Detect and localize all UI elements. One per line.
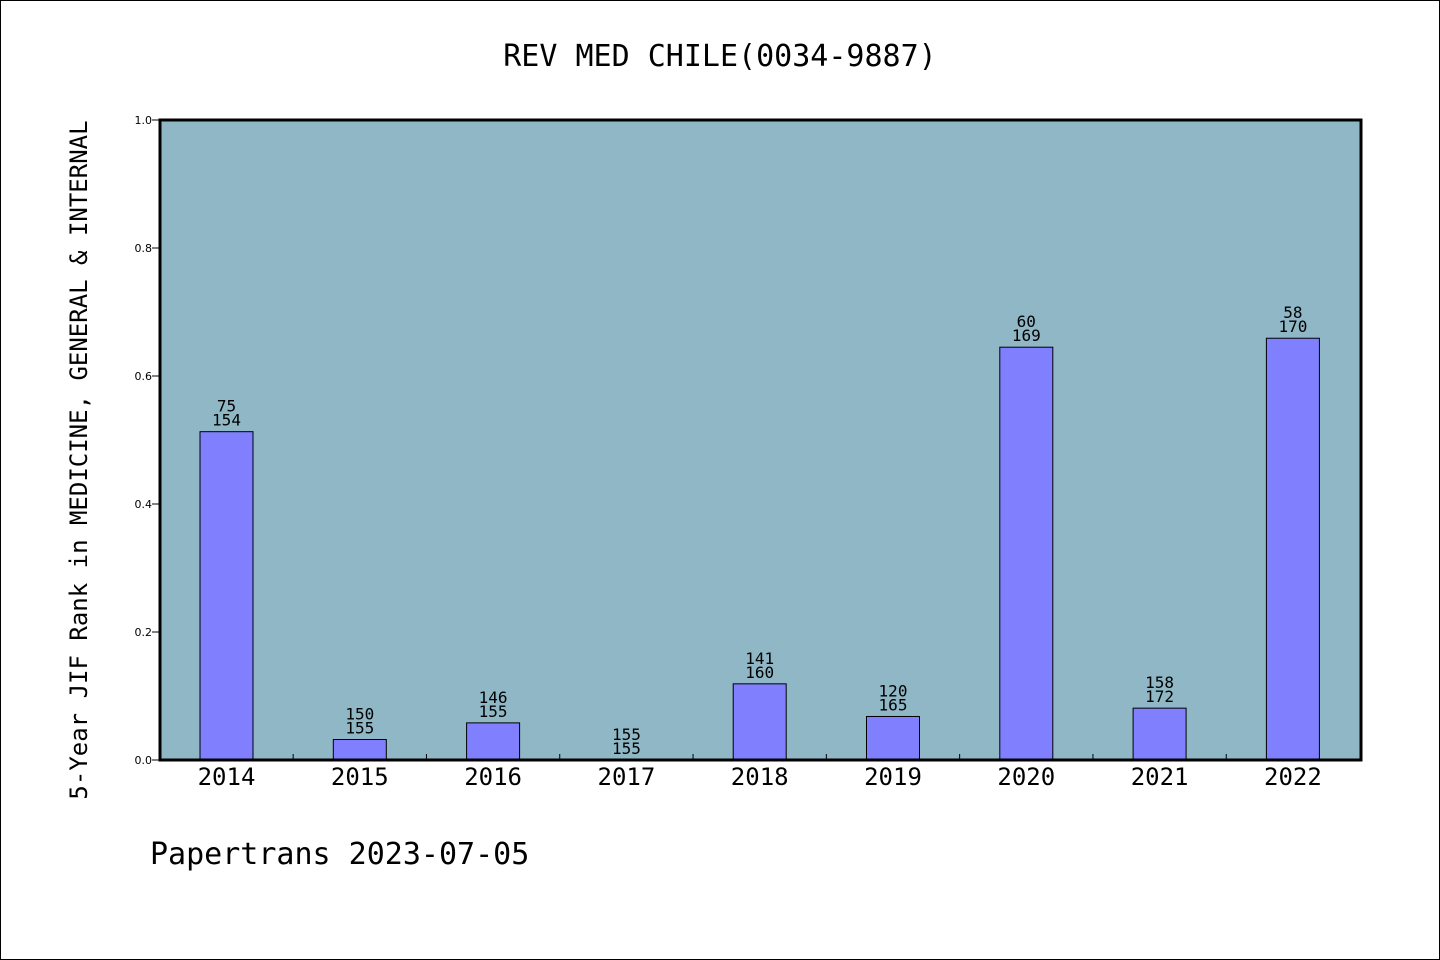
bar-rank-label: 58 [1283,303,1302,322]
bar-2020 [999,346,1054,761]
bar-rank-label: 150 [345,705,374,724]
bar-2015 [332,739,387,761]
bar-total-label: 154 [212,411,241,430]
bar-2018 [732,683,787,761]
y-tick-label: 0.2 [135,626,153,639]
bar-total-label: 169 [1012,326,1041,345]
bar-rank-label: 158 [1145,673,1174,692]
bar-total-label: 155 [612,739,641,758]
bar-rank-label: 120 [879,681,908,700]
bar-total-label: 155 [479,702,508,721]
x-tick-label: 2019 [864,763,922,791]
plot-area [160,120,1361,760]
bars-group [199,337,1320,761]
bar-rank-label: 141 [745,649,774,668]
x-tick-label: 2015 [331,763,389,791]
plot-border [158,118,1363,762]
x-tick-label: 2017 [598,763,656,791]
bar-total-label: 170 [1278,317,1307,336]
bar-2014 [199,431,254,761]
bar-rank-label: 146 [479,688,508,707]
bar-2019 [866,715,920,761]
bar-total-label: 160 [745,663,774,682]
y-axis-ticks: 0.0 0.2 0.4 0.6 0.8 1.0 [135,114,160,767]
y-tick-label: 1.0 [135,114,153,127]
x-tick-label: 2021 [1131,763,1189,791]
y-tick-label: 0.6 [135,370,153,383]
bar-2022 [1265,337,1320,761]
y-axis-label: 5-Year JIF Rank in MEDICINE, GENERAL & I… [65,120,93,799]
bar-total-label: 165 [879,695,908,714]
bar-rank-label: 155 [612,725,641,744]
x-tick-label: 2022 [1264,763,1322,791]
bar-total-label: 172 [1145,687,1174,706]
bar-rank-label: 75 [217,397,236,416]
y-tick-label: 0.8 [135,242,153,255]
x-tick-label: 2018 [731,763,789,791]
y-tick-label: 0.0 [135,754,153,767]
bar-total-label: 155 [345,719,374,738]
chart-title: REV MED CHILE(0034-9887) [503,39,936,74]
y-tick-label: 0.4 [135,498,153,511]
footer-credit: Papertrans 2023-07-05 [150,837,529,872]
x-tick-label: 2016 [464,763,522,791]
bar-2021 [1132,707,1187,761]
x-tick-labels: 2014 2015 2016 2017 2018 2019 2020 2021 2022 [198,763,1322,791]
bar-labels-group: 7515415015514615515515514116012016560169… [212,303,1307,758]
bar-rank-label: 60 [1017,312,1036,331]
bar-2016 [466,722,521,761]
x-tick-label: 2020 [997,763,1055,791]
x-tick-label: 2014 [198,763,256,791]
